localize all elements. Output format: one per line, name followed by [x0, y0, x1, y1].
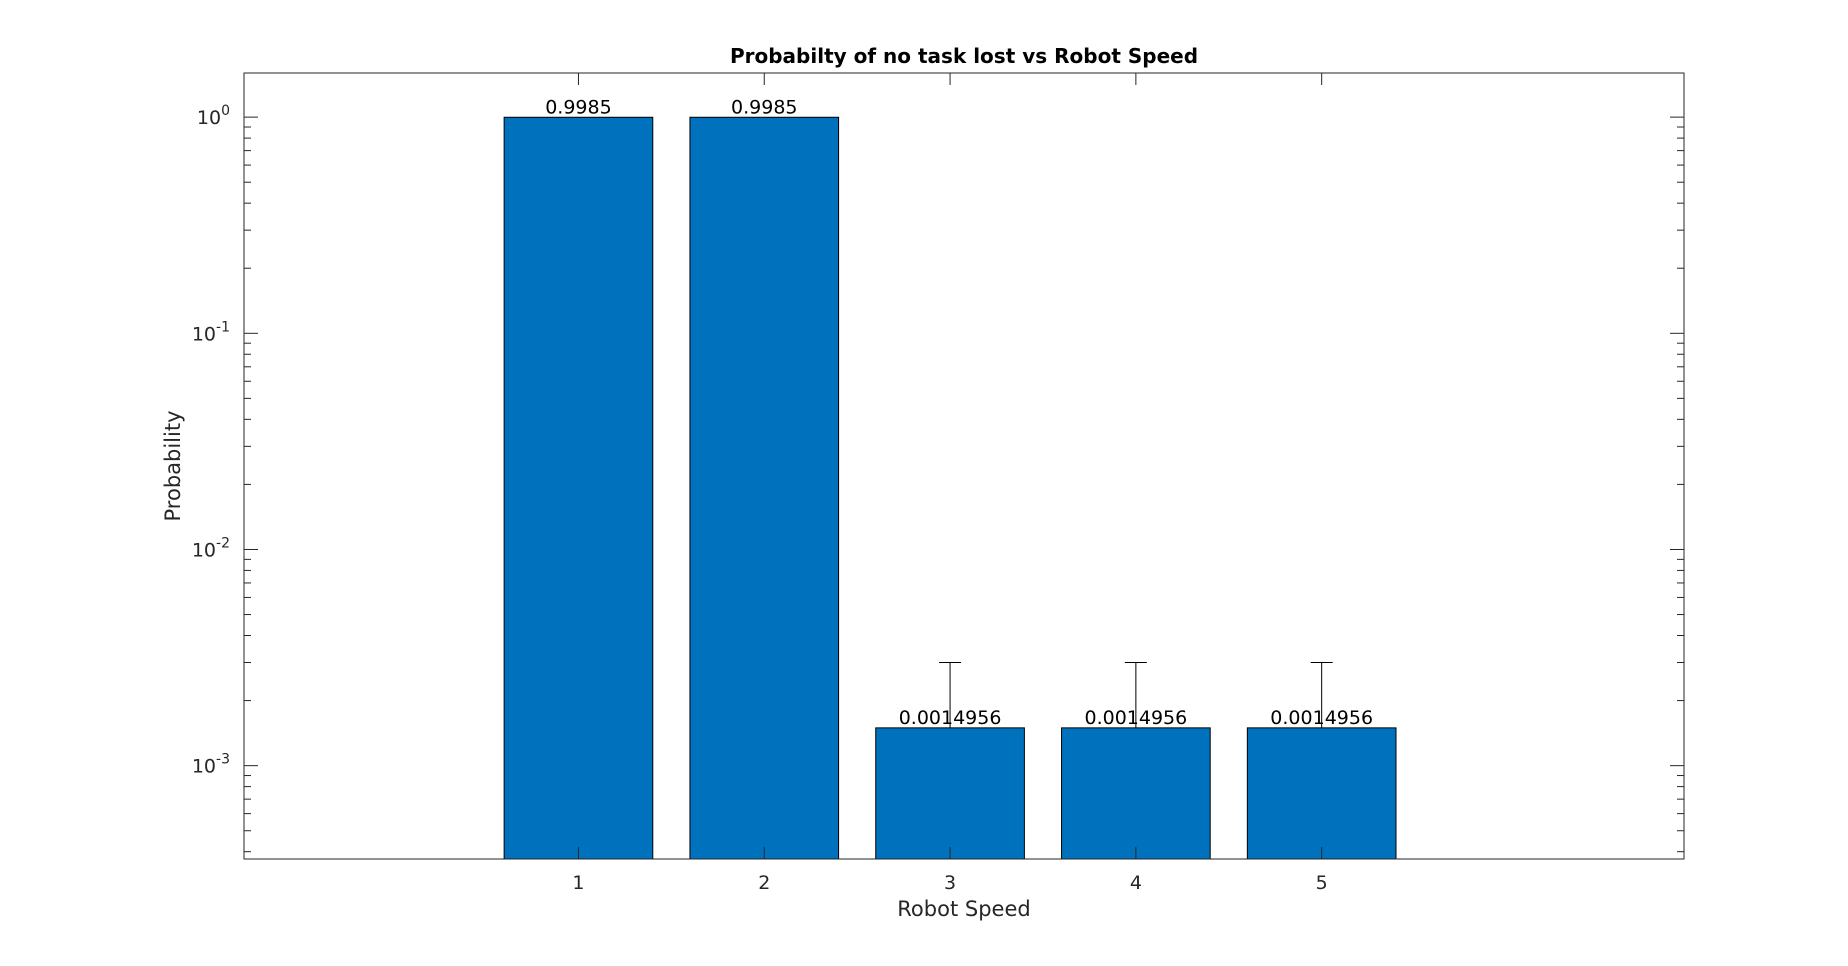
bar-4 — [1061, 727, 1211, 860]
x-axis-label: Robot Speed — [897, 897, 1030, 921]
x-tick-label-2: 2 — [758, 872, 770, 894]
data-label-2: 0.9985 — [731, 96, 797, 118]
labels-layer: 0.9985 0.9985 0.0014956 0.0014956 0.0014956 — [545, 96, 1373, 729]
data-label-1: 0.9985 — [545, 96, 611, 118]
errorbars-layer — [939, 662, 1333, 728]
axes-layer: 1 2 3 4 5 100 10-1 10-2 10-3 — [192, 72, 1685, 894]
axes-box — [243, 72, 1685, 860]
y-tick-label--3: 10-3 — [192, 752, 230, 778]
bar-2 — [689, 116, 840, 860]
x-tick-label-1: 1 — [572, 872, 584, 894]
y-tick-label-0: 100 — [197, 103, 230, 129]
x-tick-label-5: 5 — [1316, 872, 1328, 894]
y-tick-label--2: 10-2 — [192, 535, 230, 561]
data-label-4: 0.0014956 — [1084, 707, 1187, 729]
y-axis-label: Probability — [161, 410, 185, 521]
bar-1 — [503, 116, 654, 860]
bar-3 — [875, 727, 1025, 860]
x-tick-label-4: 4 — [1130, 872, 1142, 894]
data-label-5: 0.0014956 — [1270, 707, 1373, 729]
y-tick-label--1: 10-1 — [192, 319, 230, 345]
chart-title: Probabilty of no task lost vs Robot Spee… — [730, 44, 1198, 68]
bars-layer — [503, 116, 1397, 860]
bar-5 — [1246, 727, 1397, 860]
data-label-3: 0.0014956 — [899, 707, 1002, 729]
x-tick-label-3: 3 — [944, 872, 956, 894]
